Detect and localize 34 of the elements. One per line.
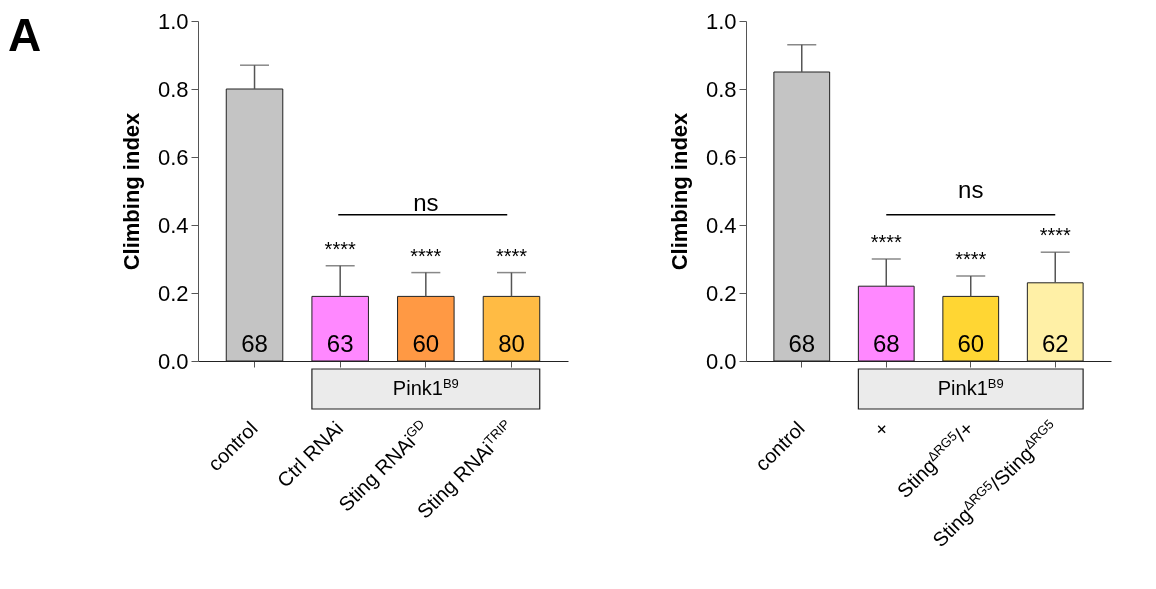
annotation: **** — [870, 231, 903, 253]
y-tick-label: 0.0 — [705, 348, 737, 374]
annotation: 68 — [872, 330, 900, 357]
annotation: **** — [324, 237, 356, 260]
annotation: 68 — [788, 330, 816, 357]
y-tick-label: 0.4 — [705, 212, 737, 238]
y-tick-label: 0.0 — [157, 348, 189, 374]
y-tick-label: 0.8 — [705, 76, 737, 102]
y-tick-label: 0.6 — [157, 144, 189, 170]
y-tick-label: 0.8 — [157, 76, 189, 102]
annotation: 60 — [957, 330, 985, 357]
annotation: ns — [413, 189, 439, 217]
text: Pink1$^{B9}$ — [937, 375, 1004, 399]
annotation: **** — [955, 248, 987, 270]
annotation: **** — [495, 244, 528, 267]
chart-title: A — [8, 9, 42, 61]
annotation: 62 — [1041, 330, 1069, 357]
annotation: 63 — [326, 330, 354, 357]
annotation: ns — [958, 175, 984, 203]
annotation: 80 — [498, 330, 525, 357]
y-tick-label: 0.2 — [705, 280, 737, 306]
text: Pink1$^{B9}$ — [392, 375, 459, 399]
annotation: **** — [410, 244, 442, 267]
annotation: 60 — [412, 330, 440, 357]
y-tick-label: 0.4 — [157, 212, 189, 238]
y-tick-label: 1.0 — [157, 8, 189, 34]
y-tick-label: 0.2 — [157, 280, 189, 306]
y-axis-title: Climbing index — [666, 111, 692, 271]
y-tick-label: 1.0 — [705, 8, 737, 34]
annotation: 68 — [241, 330, 268, 357]
x-tick-label: + — [869, 417, 894, 441]
y-axis-title: Climbing index — [118, 111, 144, 271]
annotation: **** — [1039, 224, 1072, 247]
y-tick-label: 0.6 — [705, 144, 737, 170]
